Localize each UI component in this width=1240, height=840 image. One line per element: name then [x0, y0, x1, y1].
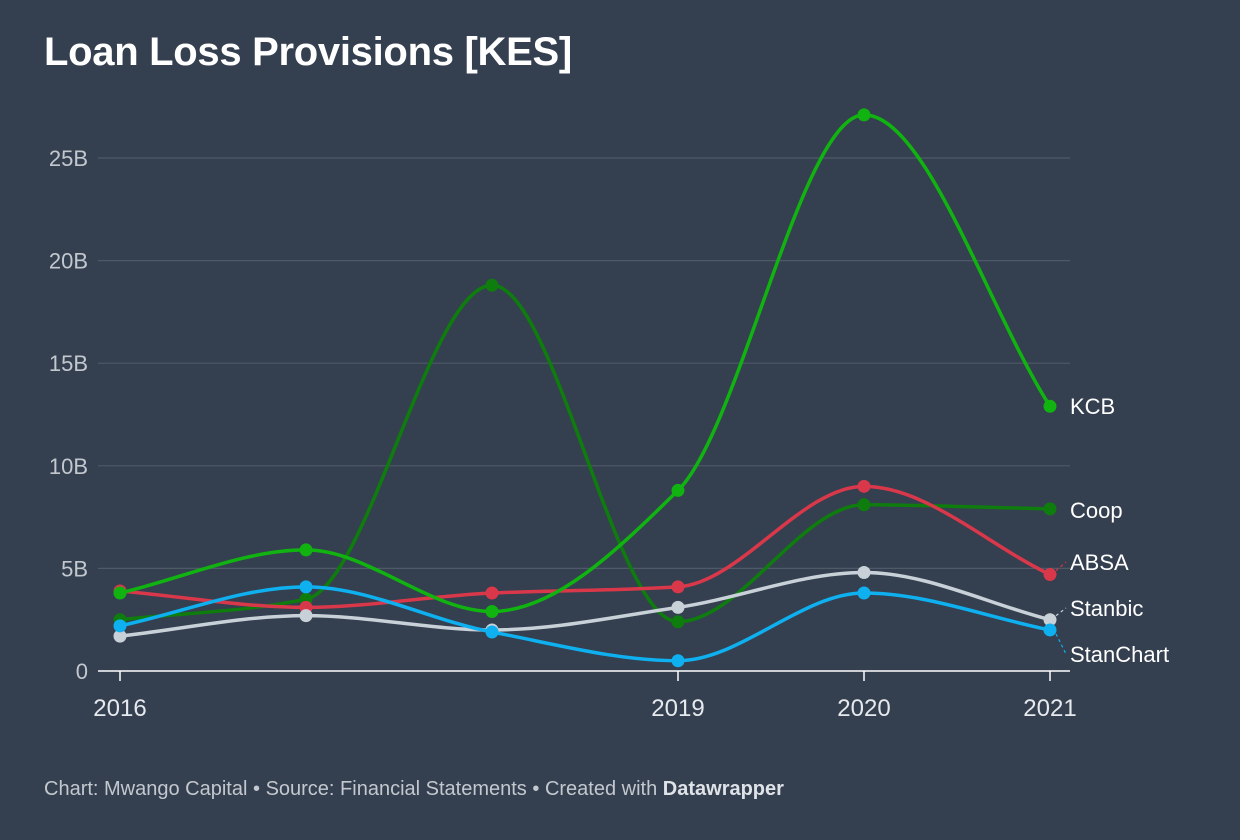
- label-connector-stanchart: [1055, 633, 1067, 655]
- x-tick-label: 2020: [837, 695, 890, 722]
- series-stanchart: StanChart: [113, 580, 1169, 668]
- data-point-stanbic[interactable]: [671, 600, 685, 614]
- data-point-kcb[interactable]: [113, 586, 127, 600]
- data-point-stanchart[interactable]: [485, 625, 499, 639]
- series-label-absa: ABSA: [1070, 550, 1129, 575]
- series-label-coop: Coop: [1070, 498, 1123, 523]
- y-tick-label: 15B: [49, 351, 88, 376]
- chart-footer: Chart: Mwango Capital • Source: Financia…: [44, 778, 784, 801]
- data-point-kcb[interactable]: [485, 604, 499, 618]
- data-point-absa[interactable]: [485, 586, 499, 600]
- series-label-stanchart: StanChart: [1070, 642, 1169, 667]
- data-point-kcb[interactable]: [299, 543, 313, 557]
- series-line-coop: [118, 283, 1052, 624]
- x-tick-label: 2016: [93, 695, 146, 722]
- data-point-absa[interactable]: [857, 479, 871, 493]
- series-line-absa: [118, 484, 1052, 610]
- data-point-kcb[interactable]: [1043, 399, 1057, 413]
- series-coop: Coop: [113, 278, 1123, 629]
- y-tick-label: 5B: [61, 556, 88, 581]
- data-point-stanchart[interactable]: [857, 586, 871, 600]
- x-tick-label: 2019: [651, 695, 704, 722]
- data-point-stanchart[interactable]: [671, 654, 685, 668]
- data-point-absa[interactable]: [671, 580, 685, 594]
- data-point-kcb[interactable]: [857, 108, 871, 122]
- data-point-coop[interactable]: [857, 498, 871, 512]
- source-credit: Source: Financial Statements: [265, 778, 527, 800]
- series-stanbic: Stanbic: [113, 566, 1143, 643]
- footer-separator: •: [526, 778, 545, 800]
- series-line-stanbic: [118, 570, 1052, 638]
- y-tick-label: 25B: [49, 146, 88, 171]
- data-point-stanbic[interactable]: [113, 629, 127, 643]
- data-point-stanchart[interactable]: [299, 580, 313, 594]
- created-with-text: Created with: [544, 778, 663, 800]
- datawrapper-link[interactable]: Datawrapper: [662, 778, 784, 800]
- footer-separator: •: [247, 778, 266, 800]
- series-label-stanbic: Stanbic: [1070, 596, 1143, 621]
- label-connector-absa: [1055, 561, 1067, 572]
- y-tick-label: 20B: [49, 249, 88, 274]
- data-point-coop[interactable]: [1043, 502, 1057, 516]
- data-point-coop[interactable]: [485, 278, 499, 292]
- line-chart: 0 5B 10B 15B 20B 25B 2016 2019 2020 2021 Coop ABSA S…: [49, 108, 1169, 722]
- series-label-kcb: KCB: [1070, 394, 1115, 419]
- data-point-stanbic[interactable]: [299, 609, 313, 623]
- series-line-stanchart: [118, 585, 1052, 663]
- data-point-coop[interactable]: [671, 615, 685, 629]
- data-point-stanchart[interactable]: [113, 619, 127, 633]
- data-point-stanbic[interactable]: [857, 566, 871, 580]
- y-tick-label: 10B: [49, 454, 88, 479]
- x-tick-label: 2021: [1023, 695, 1076, 722]
- chart-credit: Chart: Mwango Capital: [44, 778, 248, 800]
- series-kcb: KCB: [113, 108, 1115, 618]
- label-connector-stanbic: [1055, 607, 1067, 617]
- data-point-absa[interactable]: [1043, 568, 1057, 582]
- data-point-stanbic[interactable]: [1043, 613, 1057, 627]
- data-point-stanchart[interactable]: [1043, 623, 1057, 637]
- data-point-kcb[interactable]: [671, 483, 685, 497]
- chart-title: Loan Loss Provisions [KES]: [44, 30, 572, 74]
- y-tick-label: 0: [76, 659, 88, 684]
